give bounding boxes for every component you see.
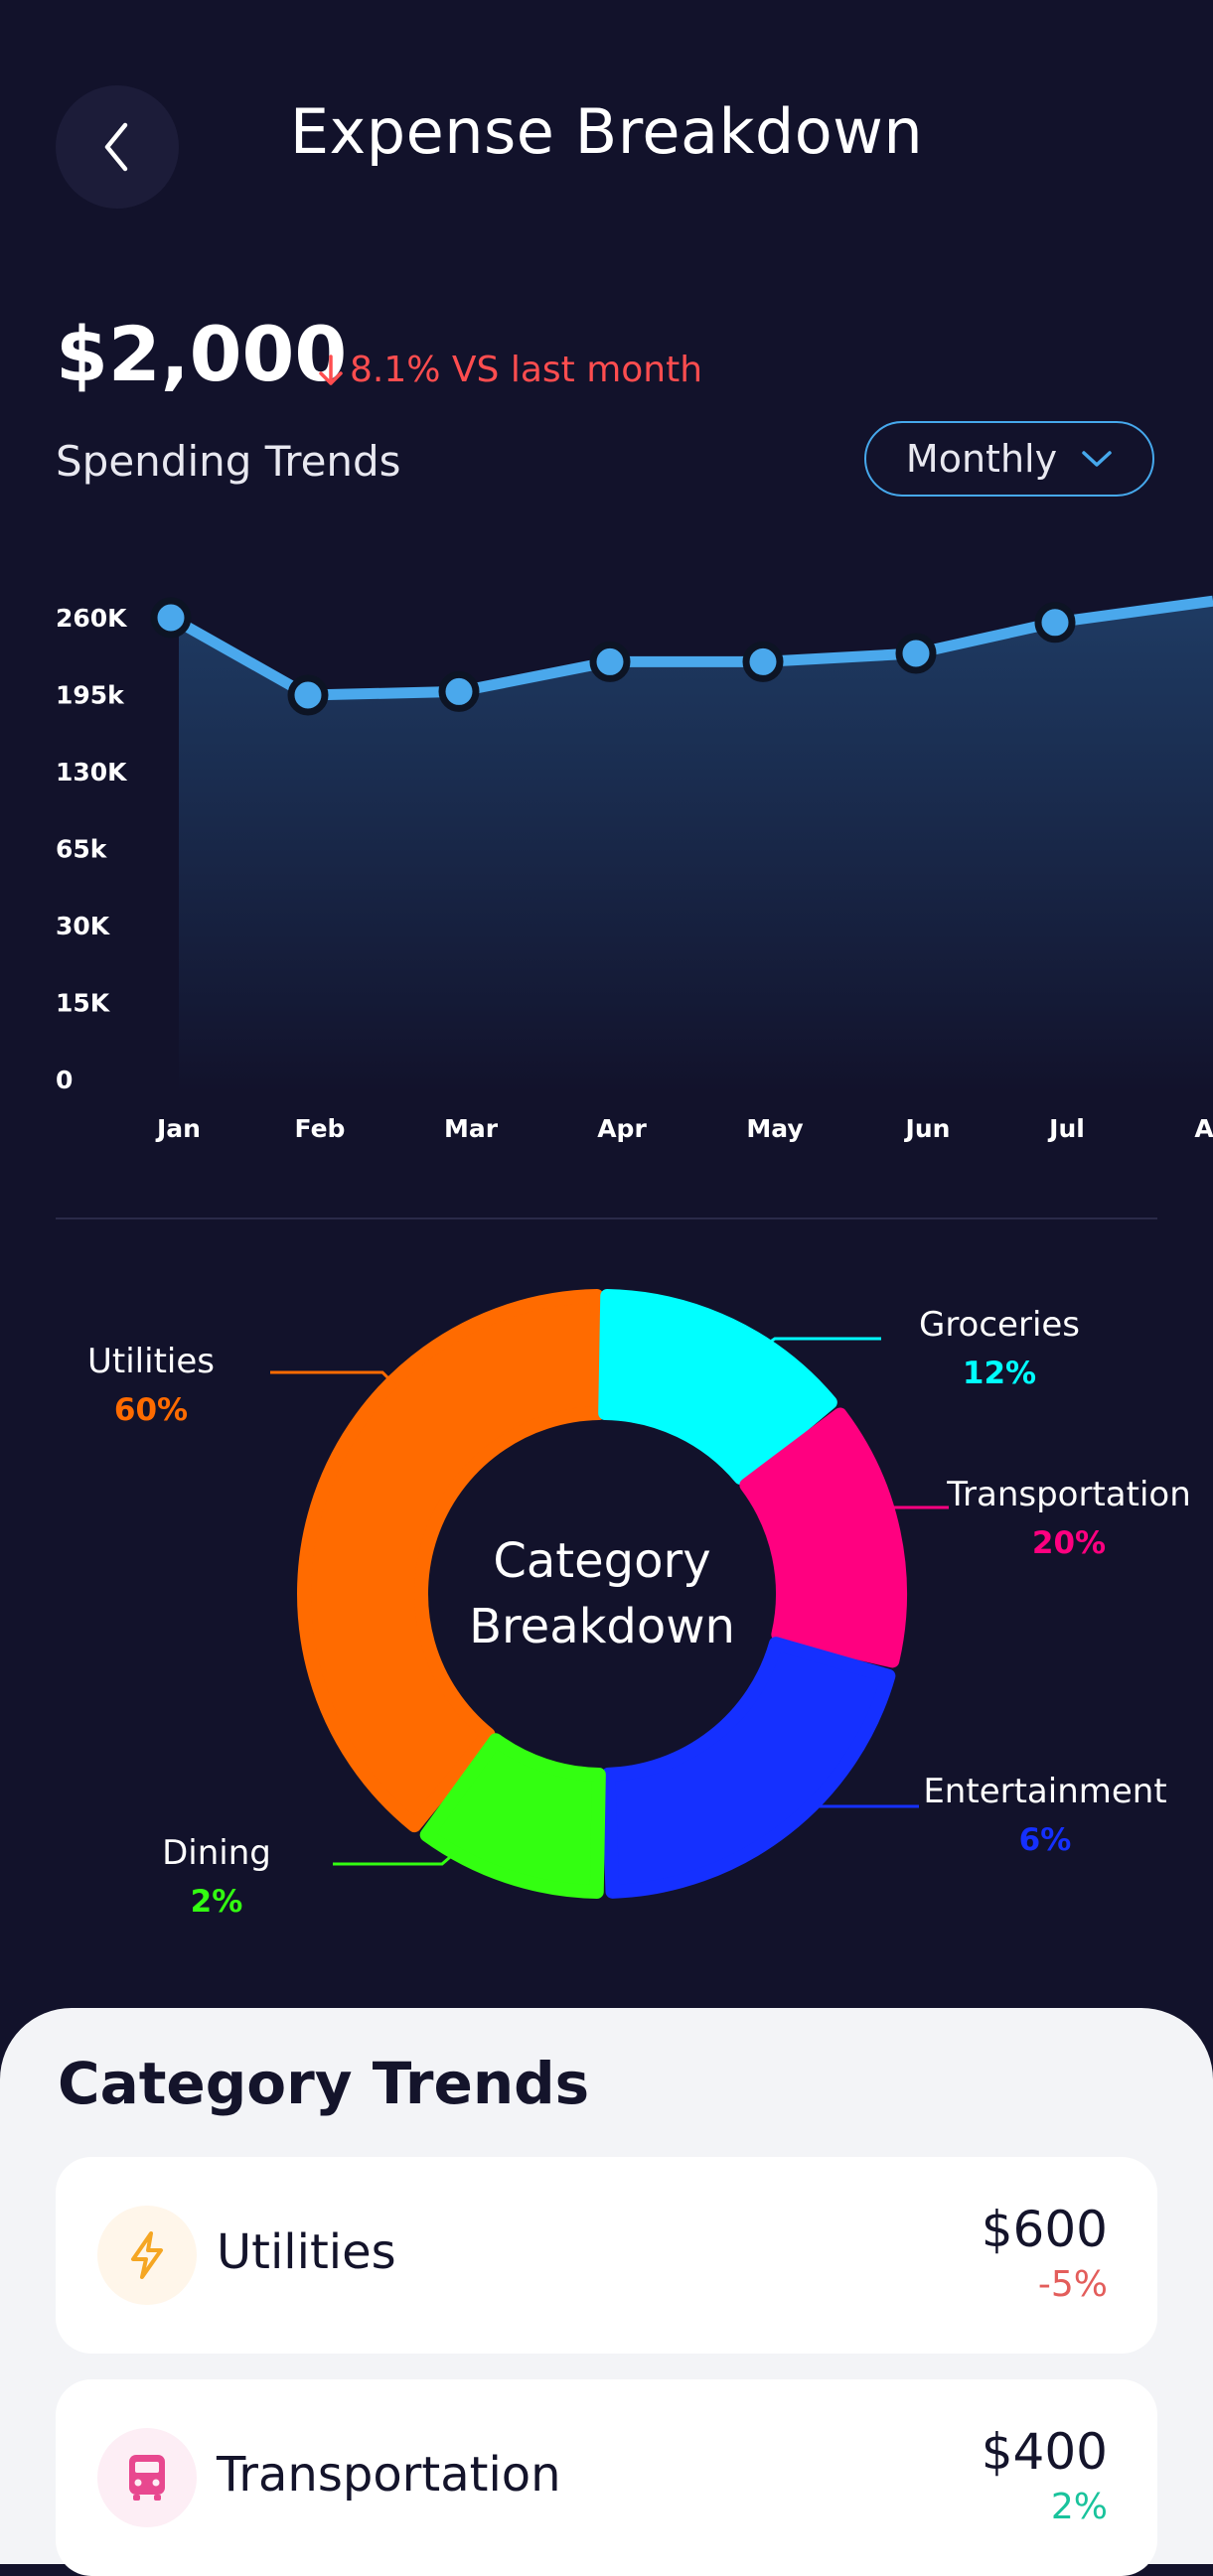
donut-slice-groceries[interactable] (598, 1289, 837, 1486)
category-name: Transportation (217, 2447, 561, 2503)
category-change: -5% (1037, 2264, 1108, 2305)
y-tick-label: 0 (56, 1066, 73, 1094)
chevron-down-icon (1082, 451, 1112, 467)
data-point[interactable] (742, 641, 784, 682)
back-button[interactable] (56, 85, 179, 209)
data-point[interactable] (895, 633, 937, 674)
period-label: Monthly (905, 437, 1058, 481)
data-point[interactable] (150, 597, 192, 639)
x-tick-label: May (746, 1114, 803, 1143)
donut-slice-dining[interactable] (419, 1733, 606, 1899)
arrow-down-icon (319, 354, 343, 385)
x-tick-label: Au (1194, 1114, 1213, 1143)
category-amount: $400 (981, 2423, 1108, 2481)
spending-trend-chart: 260K 195k 130K 65k 30K 15K 0 Jan Feb Mar Apr May Ju… (56, 595, 1213, 1143)
lightning-icon (97, 2206, 197, 2305)
y-tick-label: 15K (56, 989, 111, 1018)
slice-value: 6% (1019, 1822, 1072, 1858)
slice-value: 60% (114, 1392, 188, 1428)
category-donut-chart: Utilities 60% Groceries 12% Transportation 20… (87, 1289, 1191, 1920)
leader-line (270, 1370, 397, 1387)
data-point[interactable] (287, 674, 329, 716)
donut-slice-entertainment[interactable] (601, 1637, 896, 1899)
change-text: 8.1% VS last month (350, 350, 703, 390)
series-line (168, 595, 1213, 701)
x-tick-label: Apr (597, 1114, 647, 1143)
y-tick-label: 130K (56, 758, 128, 787)
divider (56, 1217, 1157, 1219)
slice-label: Transportation (946, 1475, 1191, 1514)
total-amount: $2,000 (56, 310, 348, 398)
leader-line (333, 1849, 458, 1866)
x-tick-label: Jul (1047, 1114, 1085, 1143)
donut-center-line-1: Category (493, 1533, 710, 1589)
category-name: Utilities (217, 2224, 396, 2280)
category-card-utilities[interactable]: Utilities $600 -5% (56, 2157, 1157, 2354)
data-point[interactable] (589, 641, 631, 682)
y-tick-label: 30K (56, 912, 111, 940)
slice-label: Groceries (919, 1305, 1080, 1345)
y-tick-label: 65k (56, 835, 108, 864)
donut-center-line-2: Breakdown (469, 1599, 735, 1654)
y-tick-label: 195k (56, 681, 125, 710)
category-change: 2% (1050, 2487, 1108, 2527)
slice-label: Entertainment (923, 1772, 1166, 1811)
bus-icon (97, 2428, 197, 2527)
x-tick-label: Jan (155, 1114, 201, 1143)
change-indicator: 8.1% VS last month (318, 350, 702, 390)
page-title: Expense Breakdown (289, 95, 924, 168)
slice-value: 20% (1032, 1525, 1106, 1561)
category-trends-title: Category Trends (58, 2050, 590, 2117)
slice-value: 2% (191, 1884, 243, 1920)
x-tick-label: Jun (904, 1114, 951, 1143)
donut-slice-transportation[interactable] (739, 1407, 907, 1668)
slice-value: 12% (963, 1356, 1036, 1391)
section-title: Spending Trends (56, 437, 401, 486)
period-dropdown[interactable]: Monthly (864, 421, 1154, 497)
x-tick-label: Feb (295, 1114, 346, 1143)
slice-label: Dining (162, 1833, 271, 1873)
category-amount: $600 (981, 2201, 1108, 2258)
donut-slice-utilities[interactable] (297, 1289, 606, 1833)
category-card-transportation[interactable]: Transportation $400 2% (56, 2379, 1157, 2576)
slice-label: Utilities (87, 1342, 215, 1381)
data-point[interactable] (438, 670, 480, 712)
data-point[interactable] (1034, 602, 1076, 644)
chevron-left-icon (104, 122, 128, 172)
y-tick-label: 260K (56, 604, 128, 633)
area-fill (171, 601, 1213, 1092)
x-tick-label: Mar (444, 1114, 499, 1143)
leader-line (756, 1337, 881, 1353)
